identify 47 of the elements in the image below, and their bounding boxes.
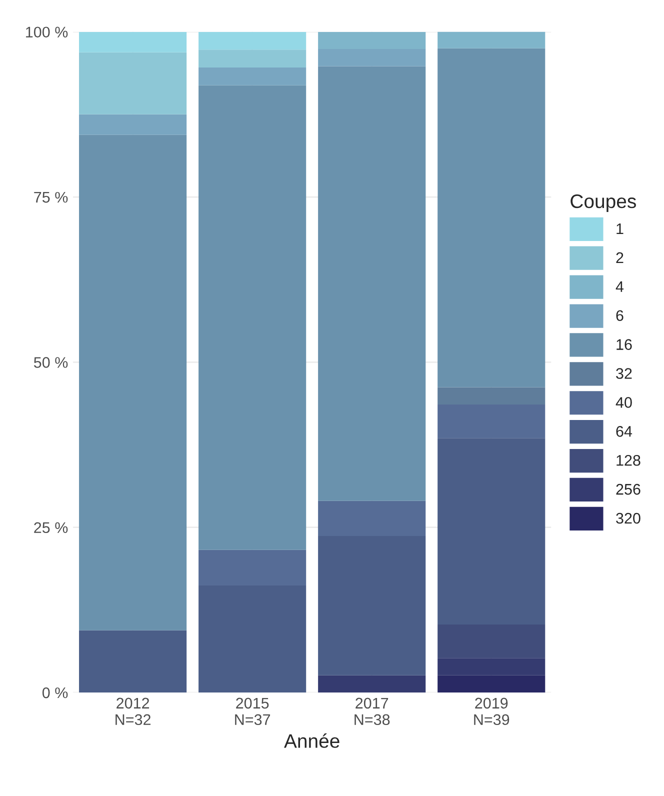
- bar: [318, 49, 426, 66]
- bar: [438, 48, 546, 388]
- y-tick-label: 50 %: [34, 357, 68, 368]
- bar: [438, 438, 546, 624]
- bar: [79, 52, 187, 114]
- bar: [79, 114, 187, 135]
- y-tick-label: 100 %: [26, 26, 68, 38]
- bar: [438, 675, 546, 693]
- bar: [79, 32, 187, 52]
- legend-label: 40: [616, 397, 632, 408]
- legend-label: 128: [616, 454, 640, 466]
- bar: [438, 387, 546, 404]
- bar: [198, 32, 306, 50]
- legend-label: 16: [616, 339, 632, 350]
- bar: [438, 404, 546, 438]
- x-axis-title: Année: [284, 733, 340, 748]
- x-tick-label: 2015 N=37: [235, 698, 270, 726]
- legend-label: 32: [616, 368, 632, 379]
- bar: [438, 658, 546, 676]
- legend-title: Coupes: [570, 194, 636, 212]
- legend-label: 2: [616, 252, 624, 263]
- bar: [198, 550, 306, 586]
- bar: [318, 675, 426, 693]
- bar: [79, 134, 187, 630]
- y-tick-label: 0 %: [42, 687, 68, 698]
- bar: [318, 66, 426, 501]
- legend-label: 6: [616, 310, 624, 322]
- x-tick-label: 2012 N=32: [116, 698, 151, 726]
- bar: [318, 536, 426, 676]
- legend-label: 4: [616, 281, 624, 292]
- bar: [198, 585, 306, 693]
- bar: [198, 85, 306, 550]
- bar: [198, 50, 306, 68]
- bar: [438, 624, 546, 658]
- legend-label: 1: [616, 224, 624, 234]
- y-tick-label: 25 %: [34, 522, 68, 534]
- bar: [318, 32, 426, 50]
- bar: [318, 500, 426, 536]
- bar: [198, 68, 306, 86]
- bar: [438, 32, 546, 48]
- legend-label: 64: [616, 426, 632, 437]
- legend-label: 320: [616, 512, 640, 524]
- x-tick-label: 2017 N=38: [354, 698, 390, 726]
- legend-label: 256: [616, 484, 640, 495]
- bar: [79, 630, 187, 693]
- x-tick-label: 2019 N=39: [474, 698, 510, 726]
- y-tick-label: 75 %: [34, 192, 68, 203]
